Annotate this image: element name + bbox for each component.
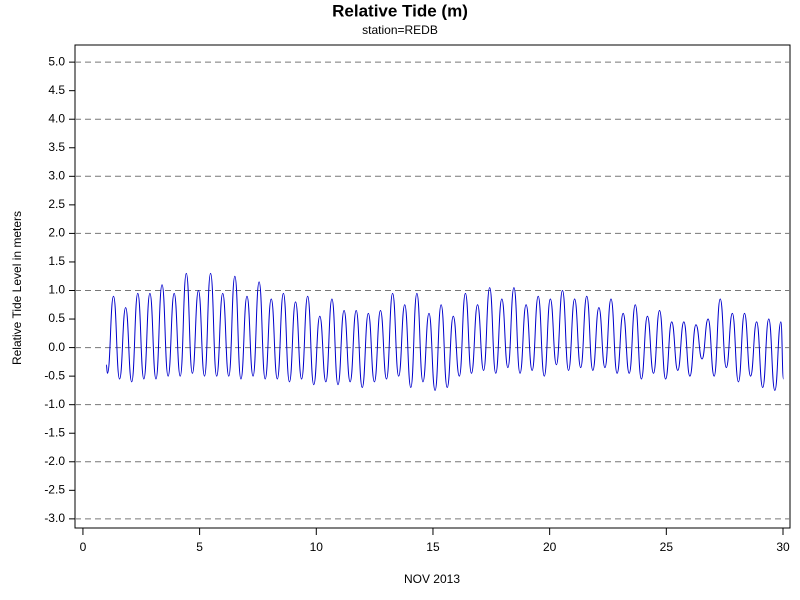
y-tick-label: 3.0 [48, 168, 65, 182]
y-tick-label: -3.0 [44, 511, 65, 525]
plot-frame [74, 44, 791, 529]
y-tick-label: 4.0 [48, 111, 65, 125]
x-tick-label: 5 [196, 540, 203, 554]
x-tick-label: 0 [80, 540, 87, 554]
y-tick-label: -1.5 [44, 425, 65, 439]
y-tick-label: 0.0 [48, 340, 65, 354]
y-tick-label: 2.5 [48, 197, 65, 211]
y-tick-label: 2.0 [48, 226, 65, 240]
y-tick-label: -2.0 [44, 454, 65, 468]
x-tick-label: 15 [426, 540, 440, 554]
y-tick-label: -2.5 [44, 482, 65, 496]
chart-subtitle: station=REDB [362, 23, 438, 37]
x-tick-label: 10 [310, 540, 324, 554]
x-tick-label: 20 [543, 540, 557, 554]
chart-title: Relative Tide (m) [332, 1, 468, 20]
y-tick-label: 3.5 [48, 140, 65, 154]
y-tick-label: 1.5 [48, 254, 65, 268]
y-tick-label: 0.5 [48, 311, 65, 325]
y-tick-label: 4.5 [48, 83, 65, 97]
y-tick-label: 1.0 [48, 283, 65, 297]
y-tick-label: -0.5 [44, 368, 65, 382]
tide-line [105, 272, 784, 391]
y-axis-label: Relative Tide Level in meters [10, 211, 24, 365]
x-tick-label: 30 [776, 540, 790, 554]
x-tick-label: 25 [660, 540, 674, 554]
y-tick-label: -1.0 [44, 397, 65, 411]
y-tick-label: 5.0 [48, 54, 65, 68]
x-axis-label: NOV 2013 [404, 572, 460, 586]
